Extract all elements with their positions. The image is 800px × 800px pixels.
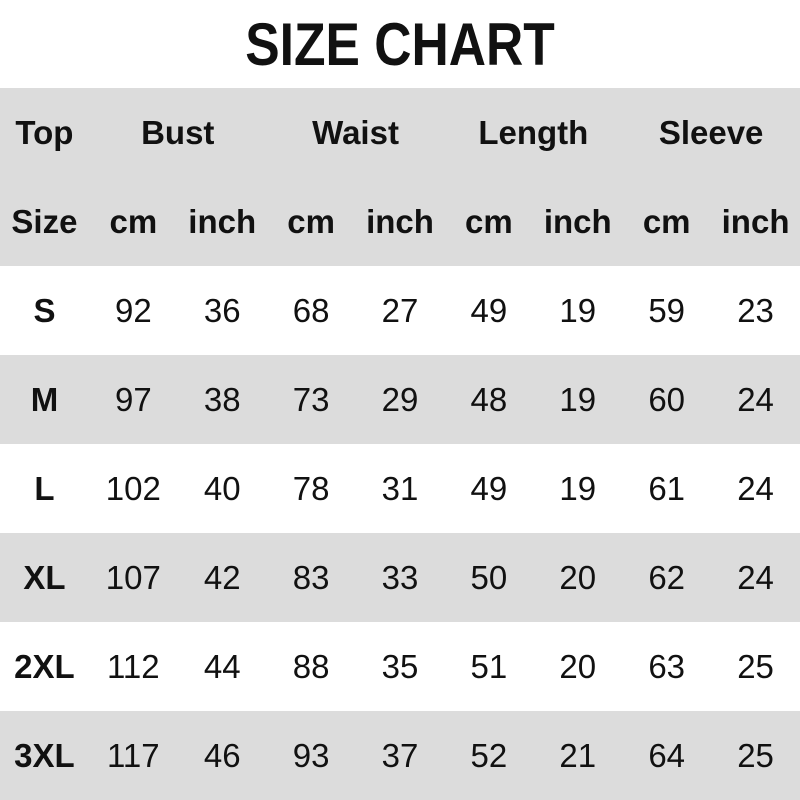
table-cell: 61 (648, 469, 686, 507)
table-cell: 48 (470, 380, 508, 418)
table-cell: 63 (648, 647, 686, 685)
table-cell: 36 (203, 291, 241, 329)
table-row: L 102 40 78 31 49 19 61 24 (0, 444, 800, 533)
table-cell: 117 (107, 736, 160, 774)
header-row-units: Size cm inch cm inch cm inch cm inch (0, 177, 800, 266)
table-cell: 19 (559, 380, 597, 418)
table-cell: 73 (292, 380, 330, 418)
table-cell: 42 (203, 558, 241, 596)
table-cell: 20 (559, 558, 597, 596)
header-unit: cm (109, 202, 158, 240)
table-row: 2XL 112 44 88 35 51 20 63 25 (0, 622, 800, 711)
table-cell: 51 (470, 647, 508, 685)
size-label: L (34, 469, 55, 507)
table-row: 3XL 117 46 93 37 52 21 64 25 (0, 711, 800, 800)
table-cell: 49 (470, 291, 508, 329)
table-cell: 102 (105, 469, 161, 507)
header-unit: inch (188, 202, 257, 240)
table-cell: 20 (559, 647, 597, 685)
header-length: Length (478, 113, 589, 151)
header-top: Top (15, 113, 74, 151)
table-cell: 31 (381, 469, 419, 507)
page-title: SIZE CHART (0, 0, 800, 88)
header-unit: cm (465, 202, 513, 240)
header-row-groups: Top Bust Waist Length Sleeve (0, 88, 800, 177)
table-cell: 24 (737, 558, 774, 596)
table-cell: 62 (648, 558, 686, 596)
table-cell: 97 (114, 380, 152, 418)
table-cell: 46 (203, 736, 241, 774)
table-cell: 23 (737, 291, 774, 329)
header-unit: inch (543, 202, 612, 240)
table-row: S 92 36 68 27 49 19 59 23 (0, 266, 800, 355)
size-label: M (30, 380, 59, 418)
table-cell: 25 (737, 647, 774, 685)
table-cell: 24 (737, 380, 774, 418)
header-bust: Bust (141, 113, 215, 151)
table-row: XL 107 42 83 33 50 20 62 24 (0, 533, 800, 622)
table-cell: 19 (559, 291, 597, 329)
title-text: SIZE CHART (245, 10, 555, 78)
table-cell: 78 (292, 469, 330, 507)
table-cell: 40 (203, 469, 241, 507)
size-label: 2XL (14, 647, 75, 685)
size-table: Top Bust Waist Length Sleeve Size cm inch… (0, 88, 800, 800)
table-cell: 92 (114, 291, 152, 329)
table-cell: 64 (648, 736, 686, 774)
table-row: M 97 38 73 29 48 19 60 24 (0, 355, 800, 444)
header-unit: cm (287, 202, 335, 240)
table-cell: 49 (470, 469, 508, 507)
table-cell: 68 (292, 291, 330, 329)
table-cell: 83 (292, 558, 330, 596)
table-cell: 25 (737, 736, 774, 774)
header-unit: cm (642, 202, 691, 240)
table-cell: 38 (203, 380, 241, 418)
table-cell: 59 (648, 291, 686, 329)
header-size: Size (11, 202, 78, 240)
table-cell: 21 (559, 736, 597, 774)
table-cell: 107 (105, 558, 161, 596)
table-cell: 37 (381, 736, 419, 774)
table-cell: 88 (292, 647, 330, 685)
table-cell: 35 (381, 647, 419, 685)
table-cell: 19 (559, 469, 597, 507)
table-cell: 50 (470, 558, 508, 596)
table-cell: 33 (381, 558, 419, 596)
table-cell: 27 (381, 291, 419, 329)
header-unit: inch (721, 202, 790, 240)
table-cell: 29 (381, 380, 419, 418)
table-cell: 52 (470, 736, 508, 774)
size-label: S (33, 291, 56, 329)
table-cell: 112 (107, 647, 160, 685)
size-label: XL (23, 558, 66, 596)
table-cell: 24 (737, 469, 774, 507)
header-waist: Waist (312, 113, 399, 151)
table-cell: 93 (292, 736, 330, 774)
header-unit: inch (366, 202, 434, 240)
table-cell: 44 (203, 647, 241, 685)
size-label: 3XL (14, 736, 75, 774)
header-sleeve: Sleeve (658, 113, 764, 151)
table-cell: 60 (648, 380, 686, 418)
